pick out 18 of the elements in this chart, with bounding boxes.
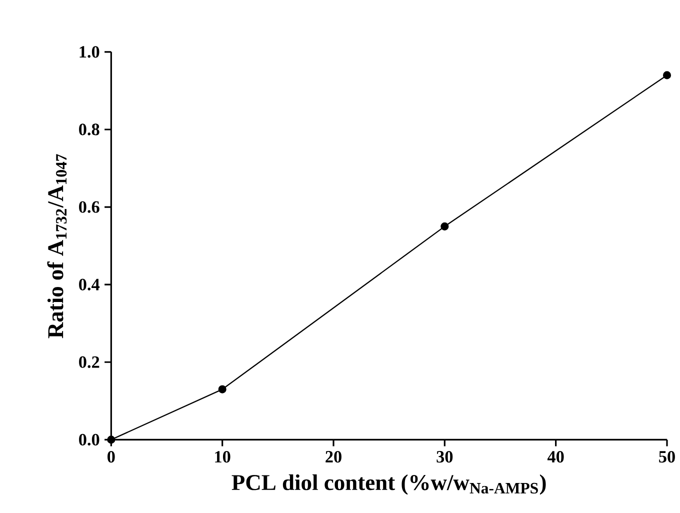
x-tick-label: 30 — [436, 450, 453, 463]
point — [218, 385, 226, 394]
point — [662, 71, 672, 80]
y-tick-label: 0.4 — [79, 278, 100, 290]
y-tick-label: 0.8 — [79, 124, 100, 136]
y-tick-label: 0.0 — [79, 434, 100, 446]
x-tick-label: 0 — [108, 450, 115, 463]
y-tick-label: 0.2 — [79, 356, 100, 368]
point — [107, 436, 116, 444]
y-tick-label: 0.6 — [79, 201, 100, 213]
y-axis-title: Ratio of A$_{1732}$/A$_{1047}$ — [47, 154, 67, 338]
y-tick-label: 1.0 — [80, 46, 100, 58]
x-tick-label: 10 — [215, 450, 230, 463]
x-tick-label: 40 — [547, 450, 564, 463]
x-tick-label: 20 — [326, 450, 342, 463]
x-axis-title: PCL diol content (%w/w$_{Na-AMPS}$) — [232, 474, 546, 495]
point — [440, 222, 449, 230]
x-tick-label: 50 — [659, 450, 675, 463]
